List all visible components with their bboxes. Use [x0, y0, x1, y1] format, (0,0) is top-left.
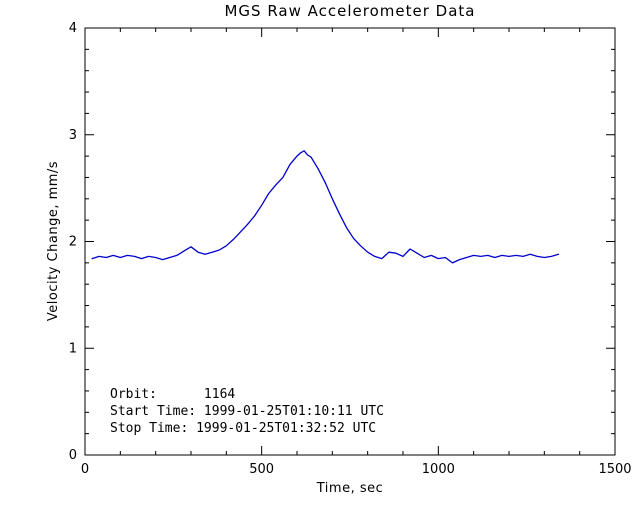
x-tick-label: 500 [249, 462, 274, 477]
annotation-orbit: Orbit: 1164 [110, 387, 235, 402]
chart-title: MGS Raw Accelerometer Data [224, 2, 475, 20]
y-axis-title: Velocity Change, mm/s [46, 161, 61, 321]
x-tick-label: 0 [81, 462, 89, 477]
annotation-stop-time: Stop Time: 1999-01-25T01:32:52 UTC [110, 421, 376, 436]
y-tick-label: 4 [69, 21, 77, 36]
y-tick-label: 0 [69, 448, 77, 463]
plot-area: 0 500 1000 1500 0 1 2 3 4 [69, 21, 632, 477]
y-tick-label: 2 [69, 235, 77, 250]
annotation-start-time: Start Time: 1999-01-25T01:10:11 UTC [110, 404, 384, 419]
x-axis-title: Time, sec [316, 481, 384, 496]
x-tick-label: 1000 [422, 462, 455, 477]
y-tick-label: 1 [69, 341, 77, 356]
x-tick-label: 1500 [598, 462, 631, 477]
y-tick-label: 3 [69, 128, 77, 143]
data-line-velocity-change [91, 150, 560, 264]
